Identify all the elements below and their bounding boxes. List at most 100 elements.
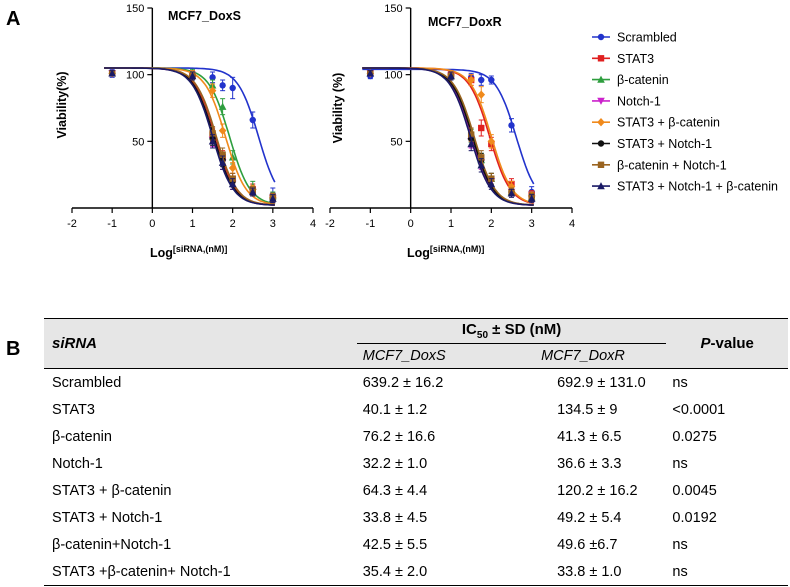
data-point — [248, 188, 257, 196]
row-label: Notch-1 — [52, 455, 103, 472]
legend-marker — [597, 140, 605, 147]
series-curve — [104, 67, 275, 205]
data-point — [477, 161, 486, 169]
row-label: STAT3 +β-catenin+ Notch-1 — [44, 558, 357, 586]
legend-item: β-catenin — [592, 73, 669, 87]
x-tick-label: 1 — [189, 218, 195, 230]
row-label: STAT3 + β-catenin — [52, 482, 172, 499]
y-tick-label: 150 — [126, 3, 144, 15]
data-point — [527, 194, 536, 202]
p-value-cell: 0.0045 — [672, 482, 717, 499]
data-point — [507, 189, 516, 197]
y-tick-label: 100 — [384, 70, 402, 82]
y-axis-label: Viability(%) — [55, 71, 69, 138]
data-point — [507, 182, 516, 191]
y-tick-label: 50 — [390, 136, 402, 148]
doxr-cell: 49.2 ± 5.4 — [557, 509, 622, 526]
doxs-cell: 40.1 ± 1.2 — [362, 401, 428, 418]
legend-label: STAT3 — [617, 52, 654, 66]
p-value-cell: ns — [672, 536, 688, 553]
data-point — [188, 72, 197, 80]
doxs-cell: 35.4 ± 2.0 — [356, 558, 536, 586]
series-curve — [362, 67, 534, 206]
x-tick-label: 2 — [488, 218, 494, 230]
y-tick-label: 150 — [384, 3, 402, 15]
legend-label: Scrambled — [617, 31, 677, 45]
data-point — [366, 69, 375, 77]
p-value-cell: 0.0275 — [672, 428, 717, 445]
ic50-table: siRNA IC50 ± SD (nM) P-value MCF7_DoxS M… — [44, 318, 788, 586]
table-header-row: siRNA IC50 ± SD (nM) P-value — [44, 318, 788, 369]
table-row: STAT3 +β-catenin+ Notch-1 35.4 ± 2.0 33.8 … — [44, 558, 788, 586]
chart-1: -2 -1 0 1 2 3 4 50 100 150 MCF7_DoxR Viability (%) L… — [325, 3, 575, 260]
legend-marker — [597, 97, 605, 105]
x-tick-label: 4 — [569, 218, 575, 230]
doxr-cell: 41.3 ± 6.5 — [557, 428, 622, 445]
series-2 — [104, 67, 277, 205]
table-row: STAT3 + Notch-1 33.8 ± 4.5 49.2 ± 5.4 0.019… — [44, 504, 788, 531]
doxr-column-header: MCF7_DoxR — [535, 343, 667, 369]
data-point — [269, 194, 277, 202]
row-label: β-catenin — [52, 428, 112, 445]
doxs-cell: 64.3 ± 4.4 — [362, 482, 428, 499]
data-point — [209, 130, 216, 137]
legend-item: STAT3 + β-catenin — [592, 116, 720, 130]
series-curve — [104, 67, 275, 206]
row-label: STAT3 — [52, 401, 95, 418]
doxr-cell: 49.6 ±6.7 — [557, 536, 618, 553]
x-tick-label: -1 — [365, 218, 375, 230]
series-0 — [362, 68, 535, 198]
x-tick-label: 2 — [230, 218, 236, 230]
legend-item: Scrambled — [592, 31, 677, 45]
series-5 — [104, 67, 277, 206]
series-curve — [104, 67, 275, 206]
series-7 — [104, 67, 277, 206]
legend-label: STAT3 + Notch-1 + β-catenin — [617, 180, 778, 194]
table-row: Notch-1 32.2 ± 1.0 36.6 ± 3.3 ns — [44, 450, 788, 477]
legend-marker — [597, 118, 605, 127]
data-point — [208, 86, 217, 95]
series-curve — [362, 67, 534, 204]
data-point — [467, 131, 475, 138]
x-tick-label: 3 — [529, 218, 535, 230]
chart-title: MCF7_DoxR — [428, 15, 502, 29]
legend-marker — [597, 75, 605, 83]
data-point — [467, 140, 475, 148]
series-0 — [104, 67, 277, 202]
table-row: STAT3 + β-catenin 64.3 ± 4.4 120.2 ± 16.2 0… — [44, 477, 788, 504]
x-tick-label: 3 — [270, 218, 276, 230]
legend-marker — [597, 33, 605, 41]
x-axis-label: Log[siRNA,(nM)] — [150, 244, 227, 260]
legend-item: STAT3 + Notch-1 — [592, 137, 712, 151]
legend-label: STAT3 + Notch-1 — [617, 137, 712, 151]
legend-item: STAT3 + Notch-1 + β-catenin — [592, 180, 778, 194]
data-point — [228, 180, 237, 188]
doxs-column-header: MCF7_DoxS — [356, 343, 536, 369]
x-tick-label: 0 — [408, 218, 414, 230]
legend-marker — [597, 161, 605, 168]
table-row: β-catenin 76.2 ± 16.6 41.3 ± 6.5 0.0275 — [44, 423, 788, 450]
data-point — [478, 154, 485, 161]
p-value-column-header: P-value — [666, 318, 788, 369]
row-label: Scrambled — [44, 368, 357, 396]
doxr-cell: 692.9 ± 131.0 — [535, 368, 667, 396]
panel-a-label: A — [6, 8, 21, 30]
series-curve — [104, 67, 276, 183]
legend-label: Notch-1 — [617, 94, 661, 108]
data-point — [219, 82, 226, 89]
siRNA-column-header: siRNA — [44, 318, 357, 369]
legend-item: Notch-1 — [592, 94, 661, 108]
data-point — [228, 163, 237, 173]
p-value-cell: 0.0192 — [672, 509, 717, 526]
x-tick-label: -2 — [325, 218, 335, 230]
doxs-cell: 639.2 ± 16.2 — [356, 368, 536, 396]
data-point — [228, 153, 237, 161]
data-point — [208, 137, 217, 145]
data-point — [229, 84, 236, 92]
x-tick-label: 1 — [448, 218, 454, 230]
doxs-cell: 76.2 ± 16.6 — [362, 428, 436, 445]
doxr-cell: 33.8 ± 1.0 — [535, 558, 667, 586]
legend-label: β-catenin — [617, 73, 669, 87]
legend: Scrambled STAT3 β-catenin Notch-1 STAT3 + β-… — [592, 31, 778, 194]
table-subheader-row: MCF7_DoxS MCF7_DoxR — [44, 343, 788, 369]
